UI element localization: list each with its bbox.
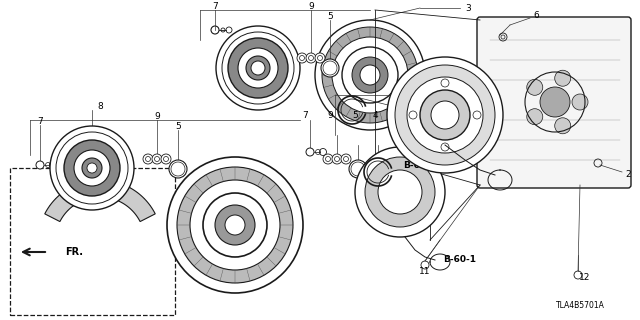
Text: 9: 9 — [327, 110, 333, 119]
Circle shape — [315, 20, 425, 130]
Circle shape — [431, 101, 459, 129]
Circle shape — [473, 111, 481, 119]
Circle shape — [306, 53, 316, 63]
Circle shape — [215, 205, 255, 245]
Text: 11: 11 — [419, 268, 431, 276]
Circle shape — [332, 154, 342, 164]
Circle shape — [420, 90, 470, 140]
Circle shape — [342, 47, 398, 103]
FancyBboxPatch shape — [477, 17, 631, 188]
Circle shape — [332, 37, 408, 113]
Polygon shape — [45, 180, 156, 221]
Circle shape — [297, 53, 307, 63]
Circle shape — [251, 61, 265, 75]
Circle shape — [441, 79, 449, 87]
Circle shape — [74, 150, 110, 186]
Circle shape — [177, 167, 293, 283]
Circle shape — [387, 57, 503, 173]
Circle shape — [441, 143, 449, 151]
Text: 4: 4 — [372, 110, 378, 119]
Text: 5: 5 — [175, 122, 181, 131]
Circle shape — [527, 109, 543, 125]
Circle shape — [360, 65, 380, 85]
Circle shape — [50, 126, 134, 210]
Circle shape — [190, 180, 280, 270]
Circle shape — [36, 161, 44, 169]
Circle shape — [152, 154, 162, 164]
Text: FR.: FR. — [65, 247, 83, 257]
Circle shape — [341, 154, 351, 164]
Text: 3: 3 — [465, 4, 471, 12]
Text: 7: 7 — [37, 116, 43, 125]
Text: B-60-1: B-60-1 — [444, 255, 477, 265]
Circle shape — [228, 38, 288, 98]
Circle shape — [540, 87, 570, 117]
Circle shape — [222, 32, 294, 104]
Text: 5: 5 — [352, 110, 358, 119]
Circle shape — [56, 132, 128, 204]
Text: 6: 6 — [533, 11, 539, 20]
Circle shape — [352, 57, 388, 93]
Circle shape — [572, 94, 588, 110]
Circle shape — [87, 163, 97, 173]
Text: 7: 7 — [212, 2, 218, 11]
Circle shape — [169, 160, 187, 178]
Text: E-17-1: E-17-1 — [72, 140, 108, 150]
Circle shape — [355, 147, 445, 237]
Circle shape — [409, 111, 417, 119]
Circle shape — [167, 157, 303, 293]
Circle shape — [143, 154, 153, 164]
Text: 4: 4 — [465, 103, 471, 113]
Text: TLA4B5701A: TLA4B5701A — [556, 300, 604, 309]
Circle shape — [238, 48, 278, 88]
Text: 5: 5 — [327, 12, 333, 20]
Circle shape — [365, 157, 435, 227]
Circle shape — [246, 56, 270, 80]
Text: 8: 8 — [97, 101, 103, 110]
Circle shape — [82, 158, 102, 178]
Circle shape — [555, 118, 571, 134]
Circle shape — [527, 79, 543, 95]
Circle shape — [161, 154, 171, 164]
Text: B-60-1: B-60-1 — [403, 161, 436, 170]
Circle shape — [306, 148, 314, 156]
Circle shape — [407, 77, 483, 153]
Circle shape — [203, 193, 267, 257]
Text: 10: 10 — [404, 87, 416, 97]
Circle shape — [555, 70, 571, 86]
Circle shape — [225, 215, 245, 235]
Text: 2: 2 — [625, 170, 631, 179]
Text: 9: 9 — [308, 2, 314, 11]
Text: 1: 1 — [445, 132, 451, 141]
Circle shape — [315, 53, 325, 63]
Bar — [10, 168, 175, 315]
Text: 12: 12 — [579, 274, 591, 283]
Circle shape — [64, 140, 120, 196]
Circle shape — [216, 26, 300, 110]
Circle shape — [321, 59, 339, 77]
Circle shape — [323, 154, 333, 164]
Text: 9: 9 — [154, 111, 160, 121]
Circle shape — [378, 170, 422, 214]
Circle shape — [322, 27, 418, 123]
Circle shape — [349, 160, 367, 178]
Text: 7: 7 — [302, 110, 308, 119]
Circle shape — [395, 65, 495, 165]
